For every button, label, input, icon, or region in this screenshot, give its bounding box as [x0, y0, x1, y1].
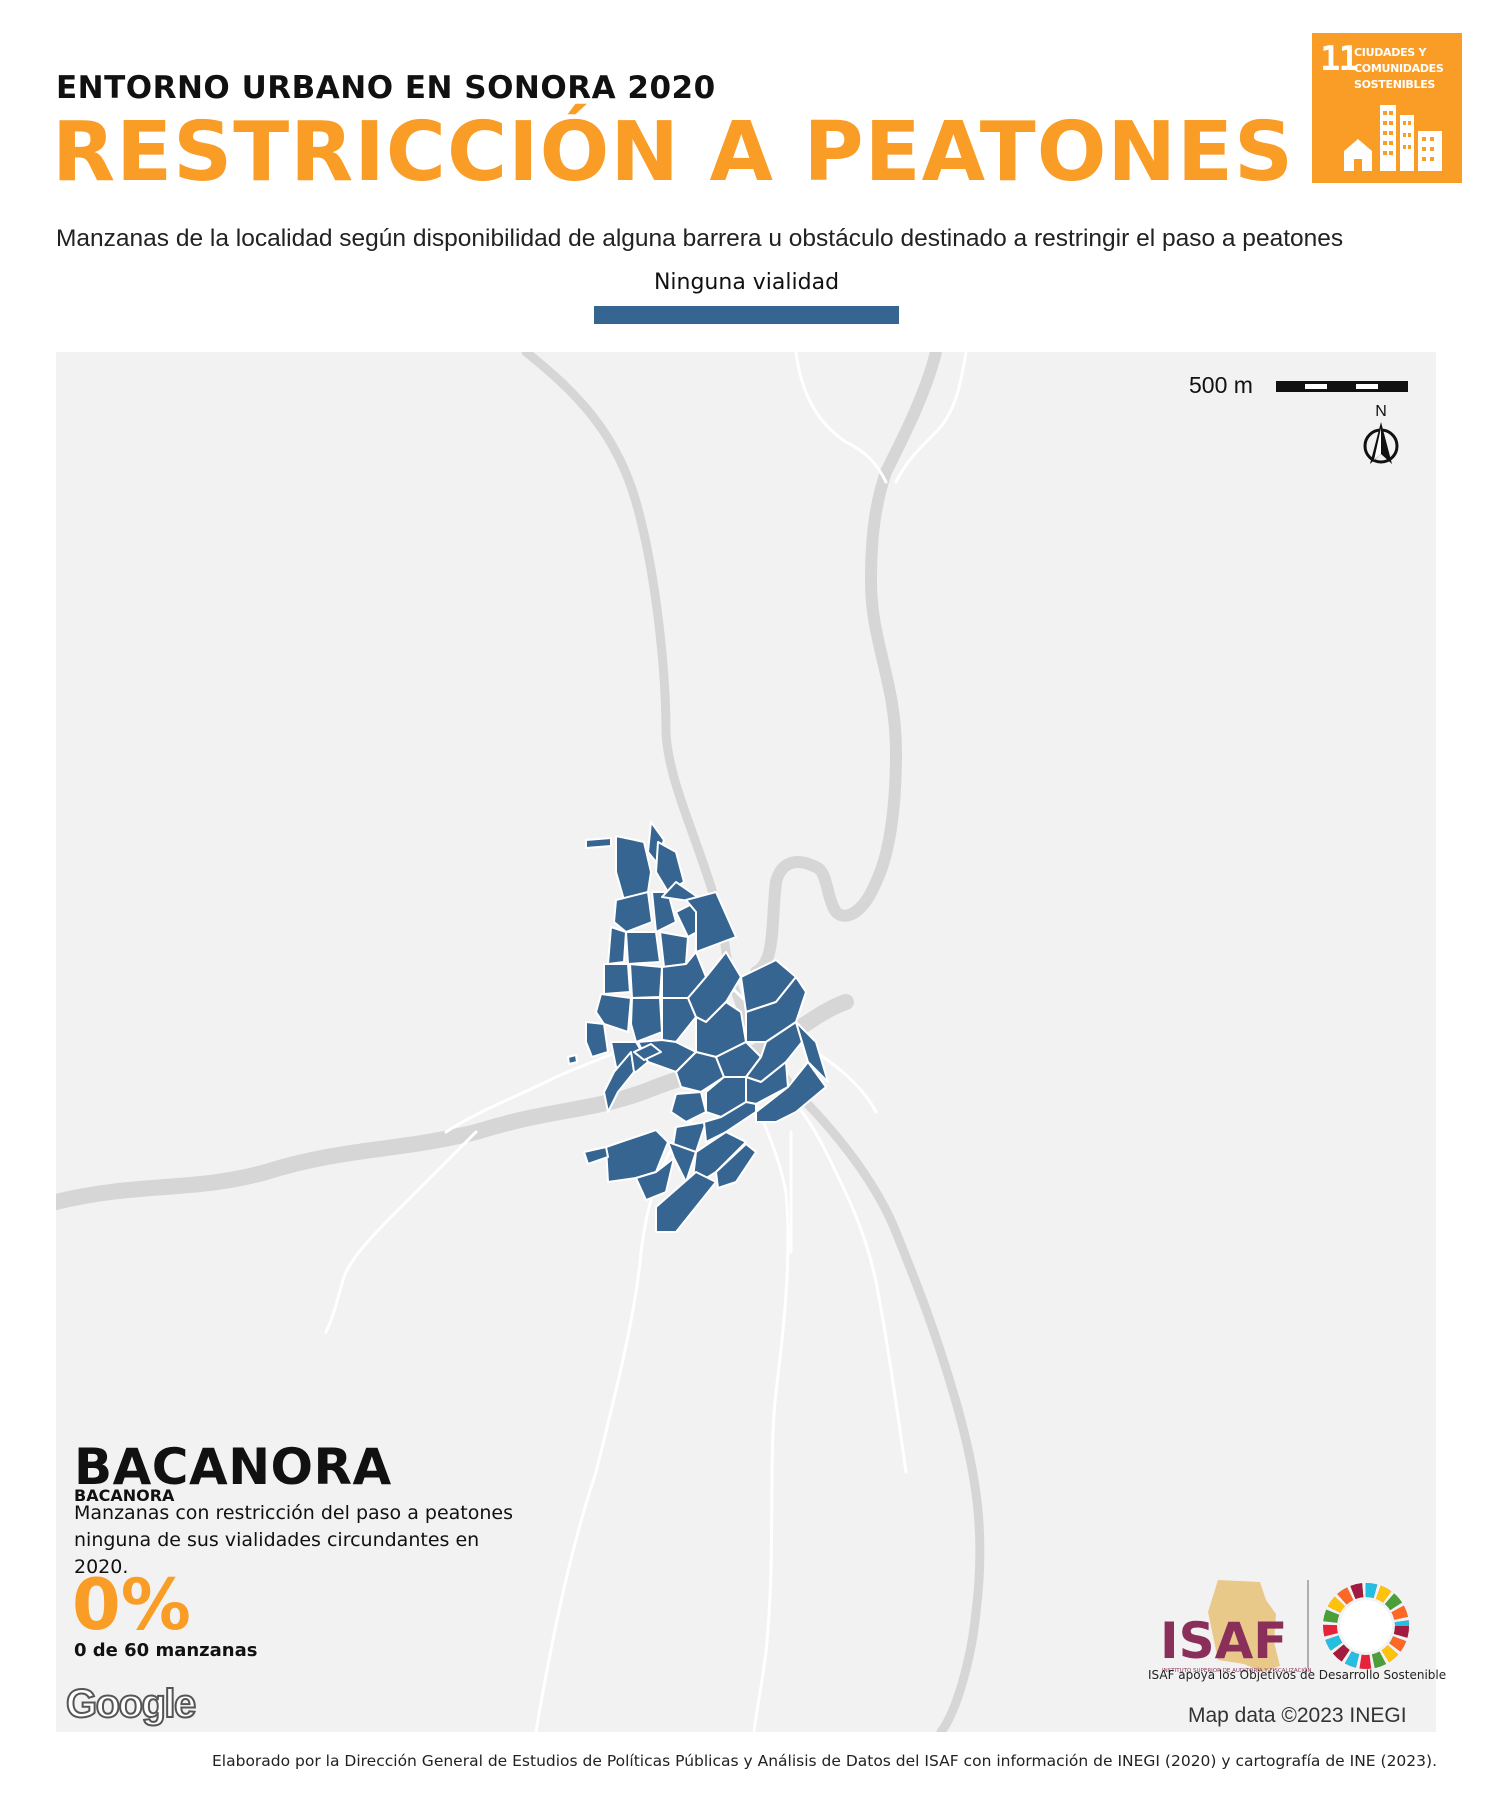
restriction-percent: 0%	[72, 1564, 191, 1646]
footer-credits: Elaborado por la Dirección General de Es…	[212, 1752, 1437, 1770]
isaf-caption: ISAF apoya los Objetivos de Desarrollo S…	[1148, 1668, 1447, 1682]
supertitle: ENTORNO URBANO EN SONORA 2020	[56, 70, 716, 106]
isaf-logo: ISAF INSTITUTO SUPERIOR DE AUDITORÍA Y F…	[1160, 1580, 1409, 1674]
scale-label: 500 m	[1189, 372, 1253, 398]
sdg-text: CIUDADES Y COMUNIDADES SOSTENIBLES	[1354, 46, 1444, 91]
sdg-11-badge: 11 CIUDADES Y COMUNIDADES SOSTENIBLES	[1312, 33, 1462, 183]
main-title: RESTRICCIÓN A PEATONES	[52, 105, 1295, 200]
subtitle: Manzanas de la localidad según disponibi…	[56, 225, 1344, 252]
north-label: N	[1375, 403, 1387, 420]
sdg-wheel-icon	[1323, 1583, 1409, 1669]
urban-blocks	[567, 821, 829, 1233]
block-count: 0 de 60 manzanas	[74, 1640, 258, 1661]
north-arrow-icon: N	[1363, 403, 1399, 464]
isaf-wordmark: ISAF	[1160, 1612, 1287, 1670]
map-data-attribution: Map data ©2023 INEGI	[1188, 1704, 1407, 1727]
legend-swatch	[594, 306, 899, 324]
sdg-number: 11	[1320, 39, 1359, 79]
locality-name-small: BACANORA	[74, 1486, 175, 1505]
isaf-subtext: INSTITUTO SUPERIOR DE AUDITORÍA Y FISCAL…	[1162, 1667, 1311, 1674]
locality-title: BACANORA	[74, 1438, 392, 1496]
east-road	[750, 352, 942, 978]
google-logo: Google	[65, 1681, 197, 1727]
legend-label: Ninguna vialidad	[653, 270, 840, 295]
map-panel[interactable]	[56, 352, 1436, 1732]
locality-description: Manzanas con restricción del paso a peat…	[74, 1502, 513, 1578]
city-buildings-icon	[1344, 105, 1442, 171]
map-canvas	[56, 352, 985, 1732]
scale-bar	[1276, 381, 1408, 392]
